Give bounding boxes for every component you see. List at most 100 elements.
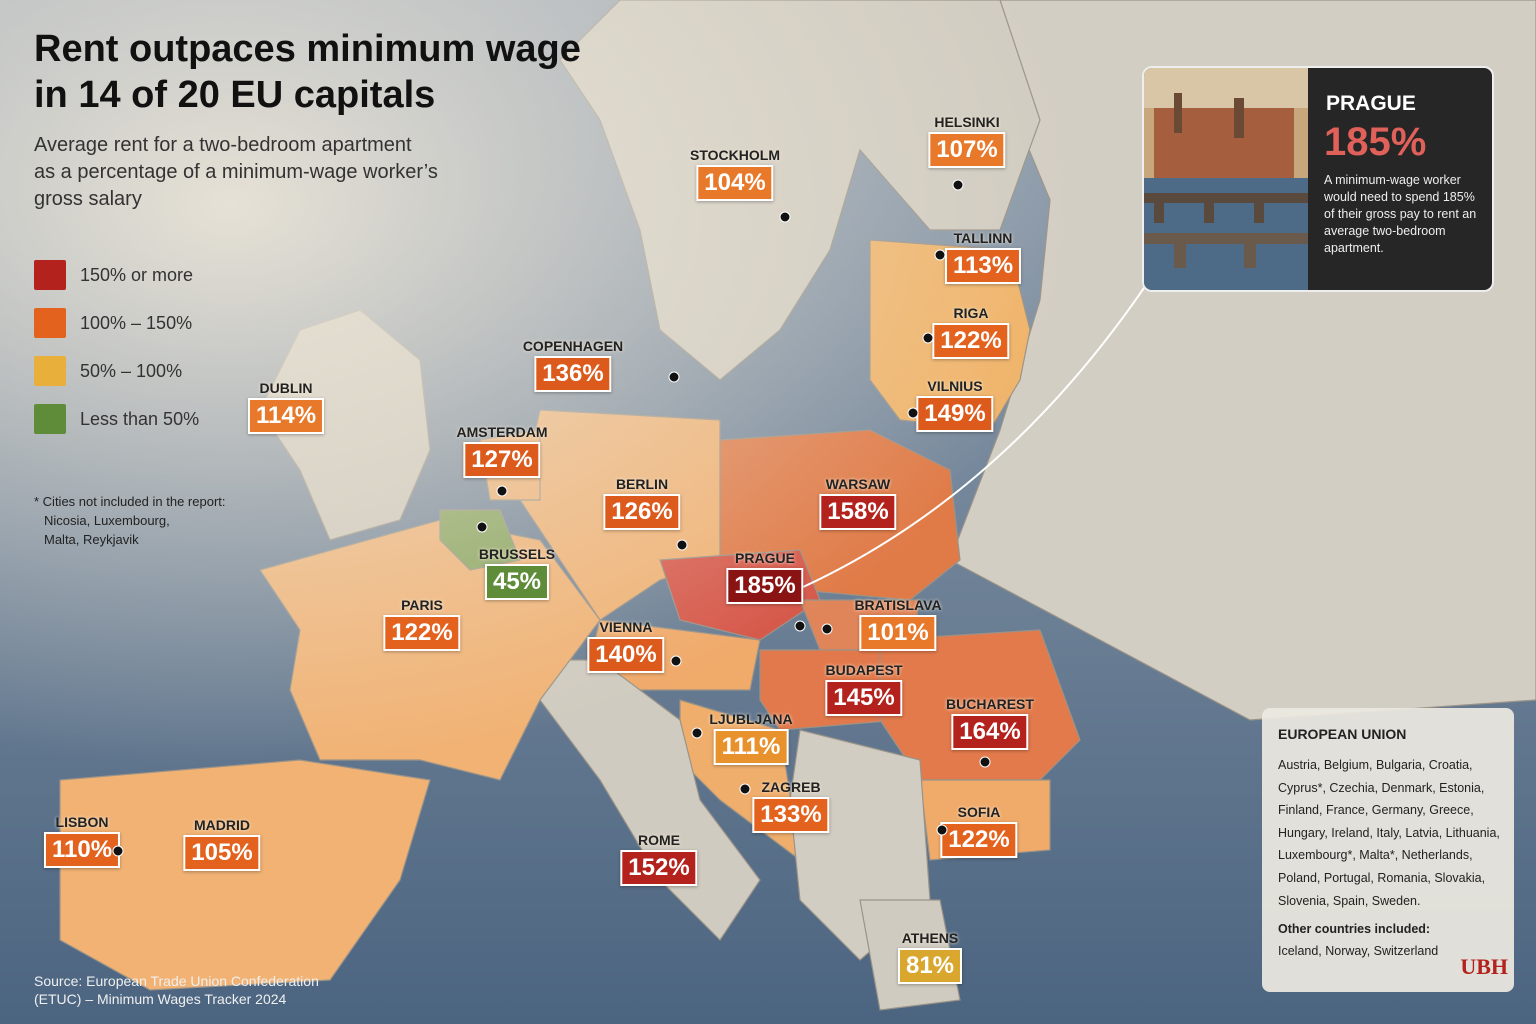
source: Source: European Trade Union Confederati… [34, 972, 319, 1008]
subtitle-line: Average rent for a two-bedroom apartment [34, 134, 412, 156]
subtitle-line: as a percentage of a minimum-wage worker… [34, 161, 438, 183]
city-name: AMSTERDAM [456, 424, 548, 440]
note: * Cities not included in the report: Nico… [34, 492, 226, 549]
city-dot [496, 485, 508, 497]
city-name: ATHENS [901, 930, 959, 946]
other-countries: Iceland, Norway, Switzerland [1278, 944, 1439, 959]
city-name: MADRID [194, 817, 250, 833]
city-value: 127% [463, 442, 541, 478]
legend-label: 50% – 100% [80, 360, 183, 381]
city-value: 81% [897, 948, 963, 984]
eu-members: Austria, Belgium, Bulgaria, Croatia, Cyp… [1278, 758, 1500, 908]
city-value: 122% [383, 615, 461, 651]
legend-swatch [34, 356, 66, 386]
city-name: STOCKHOLM [690, 147, 780, 163]
eu-box: EUROPEAN UNION Austria, Belgium, Bulgari… [1262, 708, 1514, 992]
city-value: 158% [819, 494, 897, 530]
city-value: 149% [916, 396, 994, 432]
city-dot [691, 727, 703, 739]
city-name: VILNIUS [927, 378, 983, 394]
city-dot [794, 620, 806, 632]
logo: UBH [1460, 954, 1508, 979]
city-name: BUCHAREST [946, 696, 1034, 712]
legend-swatch [34, 404, 66, 434]
city-name: LJUBLJANA [709, 711, 793, 727]
legend-item: Less than 50% [34, 402, 234, 436]
city-value: 126% [603, 494, 681, 530]
legend-label: 100% – 150% [80, 312, 193, 333]
inset-value: 185% [1324, 120, 1427, 164]
legend-swatch [34, 308, 66, 338]
city-dot [922, 332, 934, 344]
legend-item: 150% or more [34, 258, 234, 292]
city-dot [952, 179, 964, 191]
legend-item: 100% – 150% [34, 306, 234, 340]
city-value: 111% [713, 729, 789, 765]
city-dot [779, 211, 791, 223]
legend-item: 50% – 100% [34, 354, 234, 388]
city-dot [979, 756, 991, 768]
callout-line [791, 281, 1149, 593]
inset-text: A minimum-wage worker would need to spen… [1324, 173, 1477, 255]
city-name: BERLIN [615, 476, 669, 492]
city-value: 114% [247, 398, 325, 434]
city-name: BRUSSELS [478, 546, 556, 562]
city-dot [907, 407, 919, 419]
city-dot [934, 249, 946, 261]
city-value: 185% [726, 568, 804, 604]
subtitle: Average rent for a two-bedroom apartment… [34, 132, 438, 213]
city-dot [668, 371, 680, 383]
subtitle-line: gross salary [34, 188, 142, 210]
city-name: LISBON [55, 814, 109, 830]
eu-title: EUROPEAN UNION [1278, 726, 1407, 742]
city-value: 136% [534, 356, 612, 392]
city-value: 122% [940, 822, 1018, 858]
city-name: PARIS [401, 597, 443, 613]
city-name: DUBLIN [259, 380, 313, 396]
city-value: 110% [43, 832, 121, 868]
city-value: 104% [696, 165, 774, 201]
inset-city: PRAGUE [1326, 92, 1416, 115]
city-name: ROME [638, 832, 680, 848]
source-line: (ETUC) – Minimum Wages Tracker 2024 [34, 991, 287, 1007]
title: Rent outpaces minimum wage in 14 of 20 EU… [34, 26, 581, 118]
city-value: 113% [944, 248, 1022, 284]
city-value: 140% [587, 637, 665, 673]
city-dot [670, 655, 682, 667]
city-name: WARSAW [825, 476, 891, 492]
city-value: 133% [752, 797, 830, 833]
inset-photo [1144, 68, 1308, 290]
city-name: VIENNA [599, 619, 653, 635]
city-value: 145% [825, 680, 903, 716]
city-dot [739, 783, 751, 795]
legend-label: 150% or more [80, 264, 194, 285]
note-line: Nicosia, Luxembourg, [44, 513, 170, 528]
city-value: 105% [183, 835, 261, 871]
title-line: in 14 of 20 EU capitals [34, 74, 436, 116]
note-line: * Cities not included in the report: [34, 494, 226, 509]
city-name: BUDAPEST [825, 662, 903, 678]
city-name: COPENHAGEN [522, 338, 624, 354]
city-name: ZAGREB [761, 779, 821, 795]
note-line: Malta, Reykjavik [44, 532, 139, 547]
source-line: Source: European Trade Union Confederati… [34, 973, 319, 989]
city-name: TALLINN [953, 230, 1013, 246]
city-name: SOFIA [957, 804, 1001, 820]
city-name: PRAGUE [735, 550, 795, 566]
city-dot [476, 521, 488, 533]
city-dot [821, 623, 833, 635]
city-value: 101% [859, 615, 937, 651]
legend-label: Less than 50% [80, 408, 200, 429]
city-value: 164% [951, 714, 1029, 750]
other-title: Other countries included: [1278, 922, 1431, 937]
legend-swatch [34, 260, 66, 290]
city-dot [112, 845, 124, 857]
city-name: BRATISLAVA [854, 597, 942, 613]
city-name: HELSINKI [934, 114, 1000, 130]
city-dot [676, 539, 688, 551]
title-line: Rent outpaces minimum wage [34, 28, 581, 70]
city-dot [936, 824, 948, 836]
city-value: 107% [928, 132, 1006, 168]
inset-card: PRAGUE 185% A minimum-wage worker would … [1142, 66, 1494, 292]
